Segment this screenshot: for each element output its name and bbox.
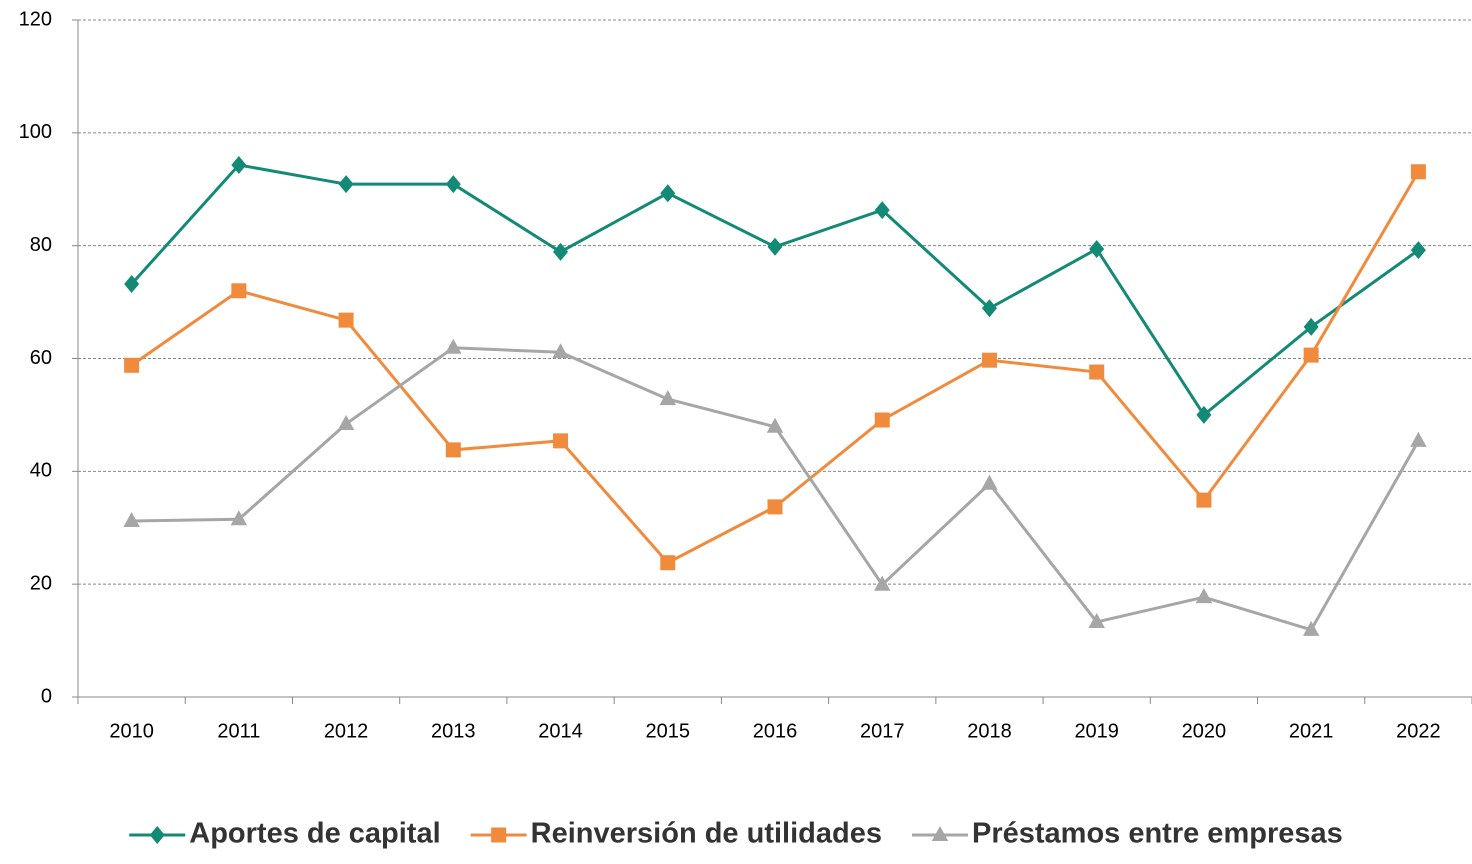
marker [1196, 492, 1212, 508]
marker [981, 474, 998, 490]
x-tick-label: 2017 [860, 720, 905, 742]
y-tick-label: 20 [30, 572, 52, 594]
marker [337, 414, 355, 430]
marker [1410, 164, 1426, 180]
y-tick-label: 40 [30, 460, 52, 482]
y-tick-label: 80 [30, 234, 52, 256]
marker [660, 555, 676, 571]
marker [931, 826, 949, 841]
marker [660, 184, 676, 203]
y-tick-label: 0 [41, 685, 52, 707]
marker [553, 433, 569, 449]
marker [231, 283, 247, 299]
x-tick-label: 2016 [753, 720, 798, 742]
y-tick-label: 120 [19, 8, 52, 30]
x-tick-label: 2019 [1074, 720, 1119, 742]
marker [1089, 240, 1105, 259]
x-tick-label: 2012 [324, 720, 369, 742]
marker [123, 511, 140, 527]
marker [124, 275, 140, 294]
x-tick-label: 2015 [646, 720, 691, 742]
marker [873, 575, 891, 591]
marker [1302, 620, 1320, 636]
marker [491, 827, 507, 843]
marker [445, 442, 461, 458]
marker [1195, 588, 1213, 604]
marker [1410, 431, 1427, 447]
marker [552, 343, 569, 359]
marker [874, 201, 890, 220]
legend-label: Préstamos entre empresas [972, 818, 1343, 850]
marker [981, 299, 997, 318]
y-tick-label: 60 [30, 347, 52, 369]
marker [874, 412, 890, 428]
x-tick-label: 2011 [217, 720, 260, 742]
x-tick-label: 2020 [1182, 720, 1227, 742]
marker [445, 175, 461, 194]
x-tick-label: 2022 [1396, 720, 1441, 742]
marker [338, 312, 354, 328]
marker [1196, 405, 1212, 424]
y-tick-label: 100 [19, 121, 52, 143]
marker [553, 242, 569, 261]
x-tick-label: 2014 [538, 720, 583, 742]
marker [1088, 612, 1105, 628]
x-tick-label: 2021 [1289, 720, 1334, 742]
series-line [131, 346, 1420, 632]
marker [231, 155, 247, 174]
marker [981, 352, 997, 368]
marker [445, 338, 462, 354]
legend: Aportes de capital Reinversión de utilida… [129, 818, 1343, 850]
marker [659, 390, 677, 406]
marker [766, 417, 784, 433]
x-tick-label: 2013 [431, 720, 476, 742]
marker [230, 510, 248, 526]
legend-label: Aportes de capital [189, 818, 440, 850]
marker [338, 175, 354, 194]
marker [1303, 347, 1319, 363]
marker [1410, 241, 1426, 260]
marker [124, 357, 140, 373]
marker [767, 499, 783, 515]
marker [1089, 364, 1105, 380]
marker [1303, 317, 1319, 336]
series-line [130, 163, 1420, 418]
legend-label: Reinversión de utilidades [531, 818, 882, 850]
x-tick-label: 2010 [109, 720, 154, 742]
marker [149, 826, 165, 844]
marker [767, 237, 783, 256]
x-tick-label: 2018 [967, 720, 1012, 742]
